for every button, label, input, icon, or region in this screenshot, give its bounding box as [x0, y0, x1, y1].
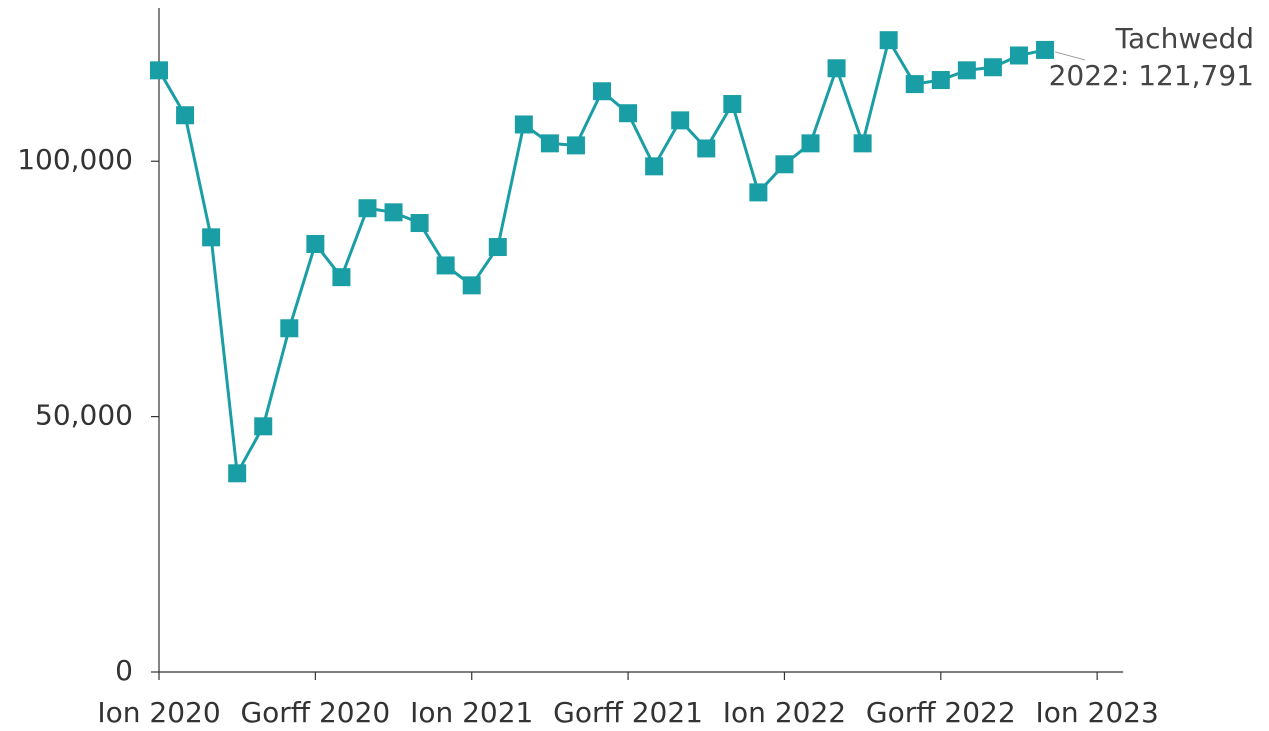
x-tick-label: Ion 2021: [410, 696, 533, 729]
point-marker: [905, 75, 924, 94]
point-marker: [150, 61, 168, 80]
point-marker: [619, 104, 638, 123]
point-marker: [436, 256, 455, 275]
point-marker: [645, 157, 664, 176]
point-marker: [514, 115, 533, 134]
point-marker: [410, 214, 429, 233]
point-marker: [176, 106, 195, 125]
point-marker: [1036, 40, 1055, 59]
point-marker: [1009, 46, 1028, 65]
annotation-leader: [1054, 51, 1086, 61]
y-tick-label: 0: [115, 654, 133, 687]
point-marker: [697, 139, 716, 158]
point-marker: [566, 136, 585, 155]
x-tick-label: Gorff 2020: [240, 696, 390, 729]
point-marker: [280, 319, 299, 338]
point-marker: [827, 59, 846, 78]
x-tick-label: Ion 2023: [1036, 696, 1159, 729]
point-marker: [957, 61, 976, 80]
point-marker: [879, 31, 898, 50]
x-tick-label: Ion 2020: [97, 696, 220, 729]
point-marker: [358, 199, 377, 218]
x-tick-label: Gorff 2021: [553, 696, 703, 729]
point-marker: [488, 238, 507, 257]
series-line: [157, 36, 1046, 479]
x-tick-label: Gorff 2022: [866, 696, 1016, 729]
point-marker: [462, 276, 481, 295]
point-marker: [983, 58, 1002, 77]
point-marker: [228, 464, 247, 483]
point-marker: [540, 134, 559, 153]
y-tick-label: 100,000: [17, 143, 133, 176]
annotation: 2022: 121,791: [1049, 59, 1254, 92]
annotation: Tachwedd: [1115, 22, 1254, 55]
point-marker: [931, 71, 950, 90]
point-marker: [671, 111, 690, 130]
point-marker: [853, 134, 872, 153]
point-marker: [202, 228, 221, 247]
y-tick-label: 50,000: [35, 399, 133, 432]
point-marker: [254, 417, 273, 436]
point-marker: [332, 268, 351, 287]
point-marker: [306, 234, 325, 253]
point-marker: [593, 82, 612, 101]
x-tick-label: Ion 2022: [723, 696, 846, 729]
point-marker: [801, 134, 820, 153]
point-marker: [384, 203, 403, 222]
point-marker: [749, 183, 768, 202]
point-marker: [723, 95, 742, 114]
point-marker: [775, 155, 794, 174]
